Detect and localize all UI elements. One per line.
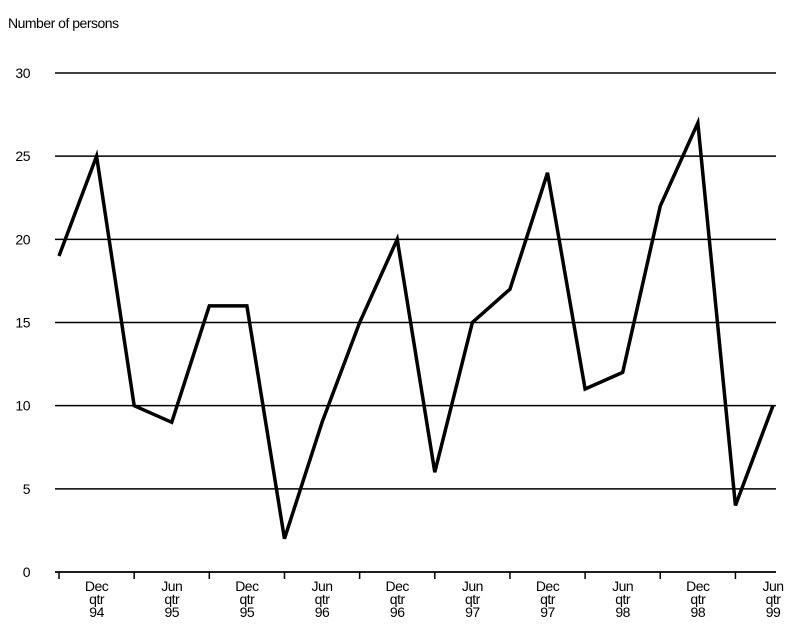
x-tick-label-line: Jun	[612, 578, 633, 594]
x-tick-label-line: Jun	[462, 578, 483, 594]
x-tick-label-line: Dec	[536, 578, 560, 594]
x-tick-label-line: 95	[240, 604, 255, 620]
x-tick-label-line: 97	[540, 604, 555, 620]
x-tick-label-line: Jun	[312, 578, 333, 594]
x-tick-label-line: qtr	[465, 591, 481, 607]
x-tick-label-line: Dec	[85, 578, 109, 594]
x-tick-label-line: Jun	[762, 578, 783, 594]
y-tick-label: 10	[15, 398, 30, 414]
x-tick-label: Jun qtr 96	[312, 578, 333, 620]
y-tick-label: 20	[15, 231, 30, 247]
y-axis-label: Number of persons	[8, 15, 119, 31]
x-tick-label: Dec qtr 95	[235, 578, 259, 620]
y-tick-label: 25	[15, 148, 30, 164]
x-tick-label-line: qtr	[315, 591, 331, 607]
x-tick-label-line: 95	[164, 604, 179, 620]
x-tick-label: Jun qtr 98	[612, 578, 633, 620]
x-tick-label-line: qtr	[239, 591, 255, 607]
x-tick-label-line: 97	[465, 604, 480, 620]
y-tick-label: 30	[15, 65, 30, 81]
y-tick-label: 15	[15, 315, 30, 331]
x-tick-label-line: Dec	[235, 578, 259, 594]
x-tick-label-line: qtr	[615, 591, 631, 607]
x-tick-label-line: 98	[615, 604, 630, 620]
x-tick-label-line: qtr	[766, 591, 782, 607]
x-tick-label-line: qtr	[690, 591, 706, 607]
x-tick-label: Dec qtr 98	[686, 578, 710, 620]
x-tick-label-line: qtr	[164, 591, 180, 607]
x-tick-label-line: 98	[691, 604, 706, 620]
x-tick-label-line: Dec	[686, 578, 710, 594]
x-tick-label: Jun qtr 95	[161, 578, 182, 620]
x-tick-label: Dec qtr 96	[386, 578, 410, 620]
x-tick-label-line: Jun	[161, 578, 182, 594]
x-tick-label-line: qtr	[540, 591, 556, 607]
x-tick-label-line: 99	[766, 604, 781, 620]
y-tick-label: 0	[23, 564, 31, 580]
x-tick-label-line: 94	[89, 604, 104, 620]
x-tick-label: Dec qtr 94	[85, 578, 109, 620]
x-tick-label-line: 96	[390, 604, 405, 620]
data-line	[57, 116, 775, 540]
x-tick-label-line: Dec	[386, 578, 410, 594]
x-tick-label: Jun qtr 97	[462, 578, 483, 620]
x-tick-label-line: qtr	[89, 591, 105, 607]
x-tick-label: Jun qtr 99	[762, 578, 783, 620]
x-tick-label: Dec qtr 97	[536, 578, 560, 620]
x-tick-label-line: 96	[315, 604, 330, 620]
y-tick-label: 5	[23, 481, 31, 497]
x-tick-label-line: qtr	[390, 591, 406, 607]
